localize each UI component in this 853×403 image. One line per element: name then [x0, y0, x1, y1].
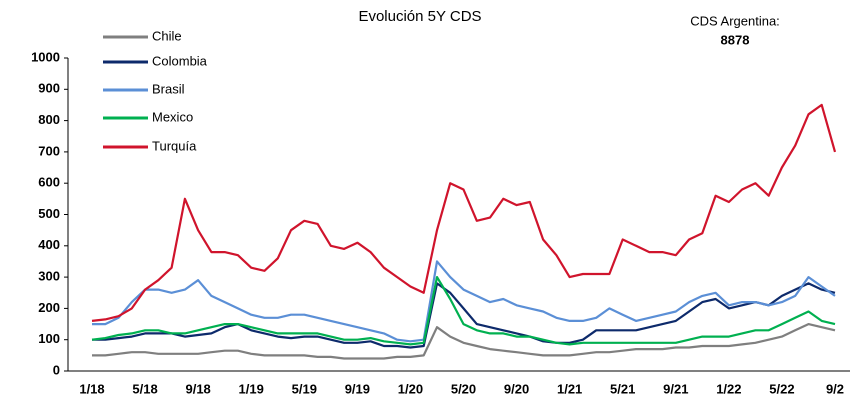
legend-label: Brasil [152, 81, 185, 96]
legend-label: Mexico [152, 109, 193, 124]
legend-label: Colombia [152, 53, 208, 68]
y-tick-label: 500 [38, 206, 60, 221]
y-tick-label: 600 [38, 175, 60, 190]
y-tick-label: 900 [38, 81, 60, 96]
y-tick-label: 700 [38, 143, 60, 158]
y-tick-label: 1000 [31, 49, 60, 64]
y-tick-label: 200 [38, 300, 60, 315]
x-tick-label: 9/21 [663, 381, 688, 396]
y-tick-label: 300 [38, 269, 60, 284]
x-tick-label: 9/2 [826, 381, 844, 396]
y-tick-label: 400 [38, 237, 60, 252]
legend-label: Turquía [152, 138, 197, 153]
x-tick-label: 1/20 [398, 381, 423, 396]
x-tick-label: 5/22 [769, 381, 794, 396]
x-tick-label: 5/21 [610, 381, 635, 396]
chart-title: Evolución 5Y CDS [358, 8, 481, 25]
x-tick-label: 1/21 [557, 381, 582, 396]
annotation: 8878 [721, 32, 750, 47]
x-tick-label: 9/19 [345, 381, 370, 396]
series-line [92, 323, 836, 360]
series-line [91, 103, 837, 322]
x-tick-label: 1/19 [239, 381, 264, 396]
y-tick-label: 100 [38, 331, 60, 346]
x-tick-label: 5/19 [292, 381, 317, 396]
legend-label: Chile [152, 28, 182, 43]
x-tick-label: 1/22 [716, 381, 741, 396]
x-tick-label: 9/18 [185, 381, 210, 396]
x-tick-label: 5/20 [451, 381, 476, 396]
y-tick-label: 0 [53, 362, 60, 377]
series-line [92, 282, 836, 349]
y-tick-label: 800 [38, 112, 60, 127]
series-line [92, 260, 836, 343]
x-tick-label: 1/18 [79, 381, 104, 396]
x-tick-label: 9/20 [504, 381, 529, 396]
annotation: CDS Argentina: [690, 13, 780, 28]
x-tick-label: 5/18 [132, 381, 157, 396]
series-line [91, 276, 836, 346]
